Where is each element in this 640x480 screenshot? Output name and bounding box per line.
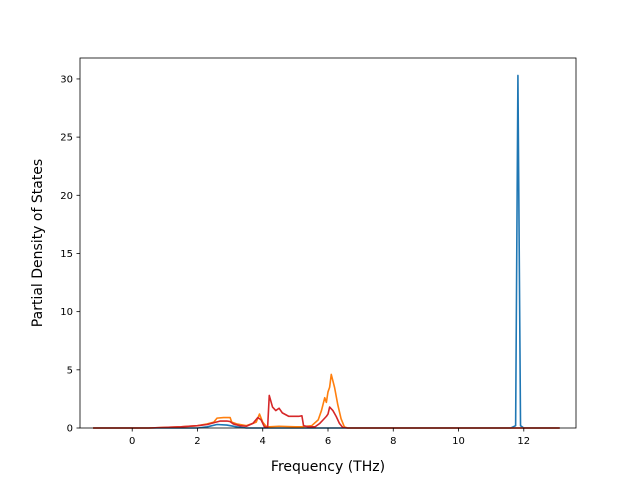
y-axis-ticks: 0 5 10 15 20 25 30 [60,74,80,435]
x-axis-label: Frequency (THz) [271,459,385,475]
x-tick-label: 10 [452,436,465,447]
x-tick-label: 0 [129,436,135,447]
series-line-2 [93,373,560,429]
y-tick-label: 15 [60,249,73,260]
x-axis-ticks: 0 2 4 6 8 10 12 [129,428,530,447]
x-tick-label: 4 [260,436,266,447]
x-tick-label: 2 [194,436,200,447]
y-tick-label: 25 [60,133,73,144]
series-line-3 [93,394,560,429]
x-tick-label: 12 [517,436,530,447]
series-line-1 [93,74,560,429]
y-tick-label: 5 [67,365,73,376]
y-axis-label: Partial Density of States [30,159,46,327]
x-tick-label: 8 [390,436,396,447]
plot-lines [93,74,560,429]
y-tick-label: 30 [60,74,73,85]
y-tick-label: 10 [60,307,73,318]
y-tick-label: 20 [60,191,73,202]
plot-frame [79,57,577,429]
y-tick-label: 0 [67,424,73,435]
x-tick-label: 6 [325,436,331,447]
